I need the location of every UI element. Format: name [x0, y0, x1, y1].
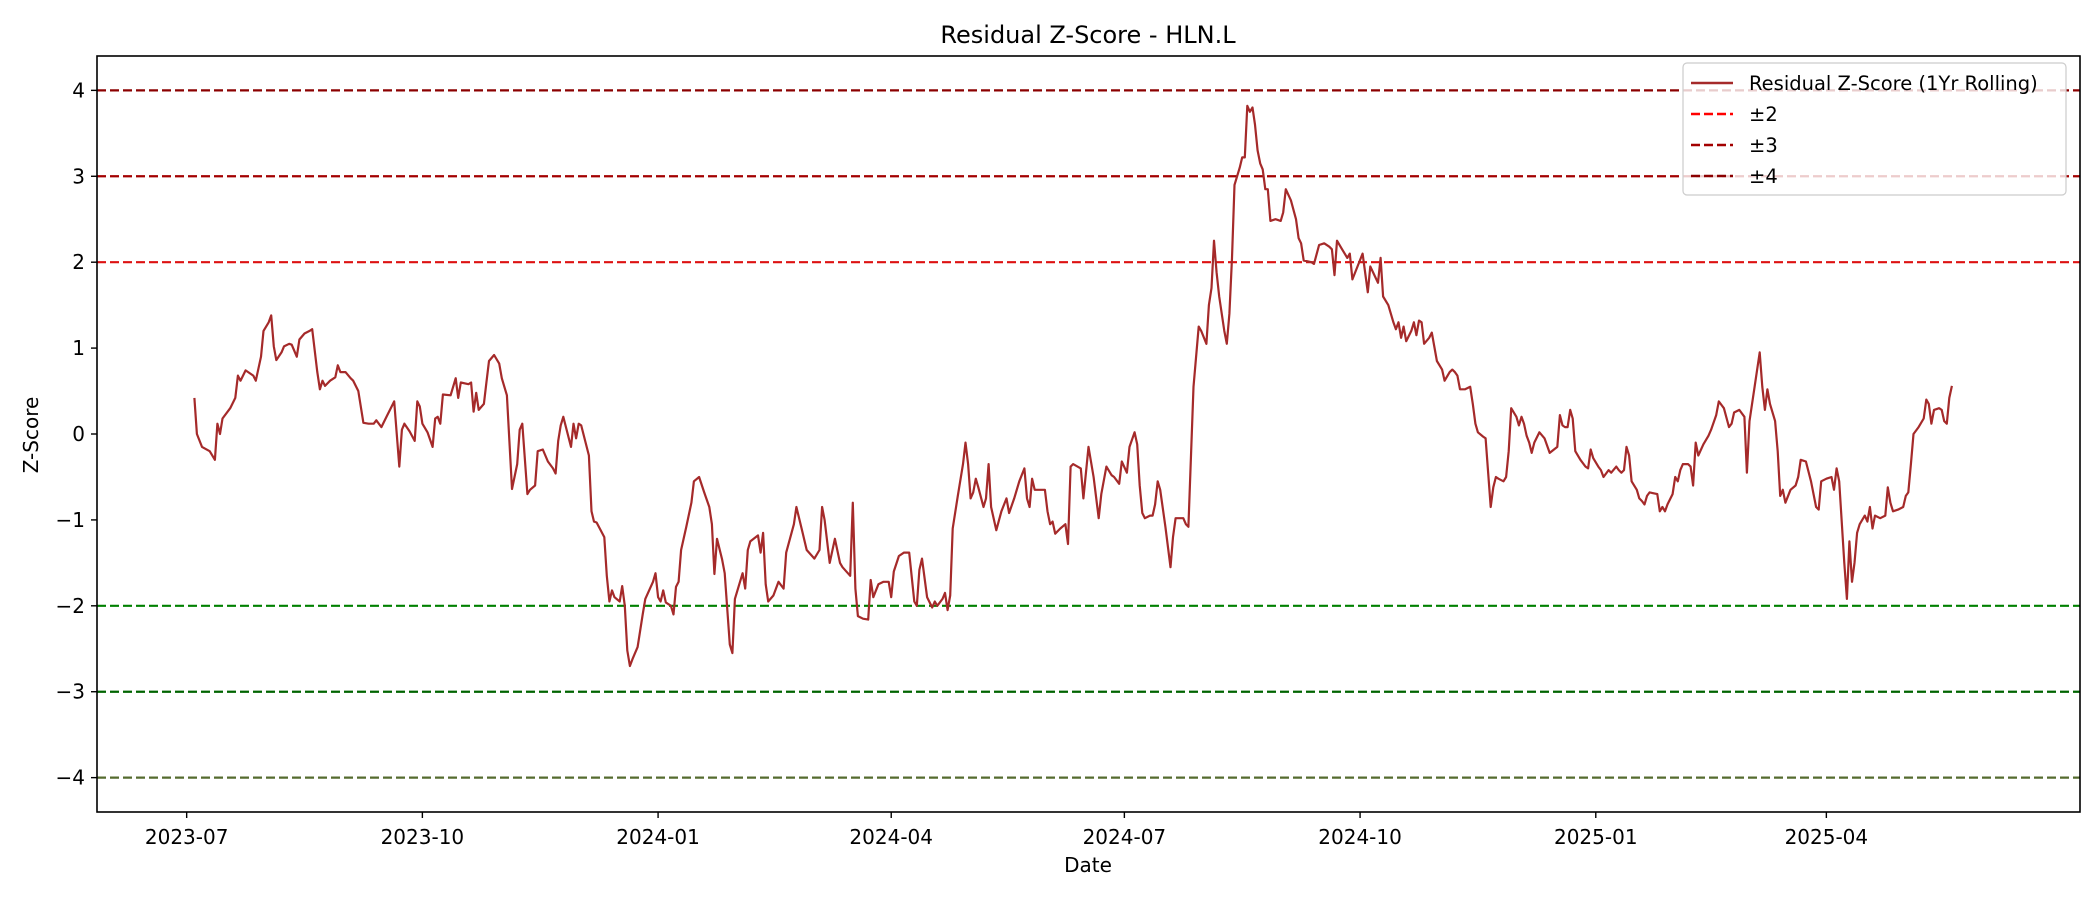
y-tick-label: 3: [72, 164, 85, 188]
y-axis: −4 −3 −2 −1 0 1 2 3 4: [56, 78, 97, 790]
y-tick-label: 0: [72, 422, 85, 446]
legend-label: ±4: [1749, 165, 1778, 188]
y-tick-label: −2: [56, 594, 85, 618]
x-tick-label: 2024-01: [616, 825, 700, 849]
y-tick-label: 4: [72, 78, 85, 102]
legend-label: Residual Z-Score (1Yr Rolling): [1749, 72, 2038, 95]
y-tick-label: −1: [56, 508, 85, 532]
y-tick-label: 2: [72, 250, 85, 274]
legend: Residual Z-Score (1Yr Rolling) ±2 ±3 ±4: [1682, 62, 2067, 196]
y-tick-label: −3: [56, 680, 85, 704]
y-tick-label: 1: [72, 336, 85, 360]
series-line: [193, 104, 1953, 668]
legend-label: ±3: [1749, 134, 1778, 157]
y-tick-label: −4: [56, 766, 85, 790]
x-tick-label: 2024-07: [1083, 825, 1167, 849]
x-tick-label: 2023-07: [145, 825, 229, 849]
x-tick-label: 2024-04: [849, 825, 933, 849]
chart-title: Residual Z-Score - HLN.L: [940, 21, 1236, 49]
legend-label: ±2: [1749, 103, 1778, 126]
series-layer: [193, 104, 1953, 668]
x-axis-label: Date: [1064, 853, 1112, 877]
x-axis: 2023-07 2023-10 2024-01 2024-04 2024-07 2024-…: [145, 812, 1868, 849]
y-axis-label: Z-Score: [19, 397, 43, 474]
threshold-lines: [97, 89, 2080, 779]
x-tick-label: 2025-04: [1785, 825, 1869, 849]
legend-box: [1682, 62, 2067, 196]
x-tick-label: 2025-01: [1554, 825, 1638, 849]
x-tick-label: 2024-10: [1318, 825, 1402, 849]
x-tick-label: 2023-10: [381, 825, 465, 849]
